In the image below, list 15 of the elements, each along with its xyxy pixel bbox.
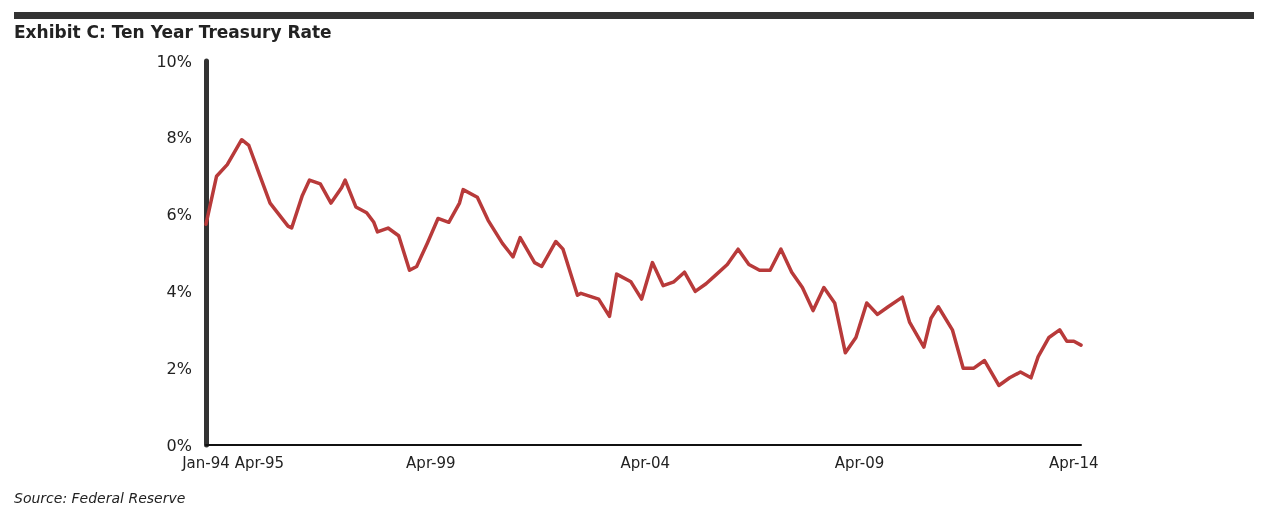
y-tick-label: 4% [166, 281, 192, 301]
y-tick-label: 0% [166, 435, 192, 455]
line-series [204, 137, 1083, 388]
y-tick-label: 6% [166, 205, 192, 225]
x-tick-label: Jan-94 [181, 453, 230, 472]
y-tick-label: 8% [166, 128, 192, 148]
x-tick-label: Apr-99 [406, 453, 456, 472]
chart-title: Exhibit C: Ten Year Treasury Rate [14, 22, 332, 42]
y-tick-label: 10% [156, 51, 192, 71]
x-tick-label: Apr-09 [834, 453, 885, 472]
x-tick-label: Apr-14 [1049, 453, 1099, 472]
x-tick-label: Apr-95 [234, 453, 285, 472]
source-note: Source: Federal Reserve [14, 490, 186, 506]
x-tick-label: Apr-04 [620, 453, 671, 472]
y-tick-label: 2% [166, 358, 192, 378]
